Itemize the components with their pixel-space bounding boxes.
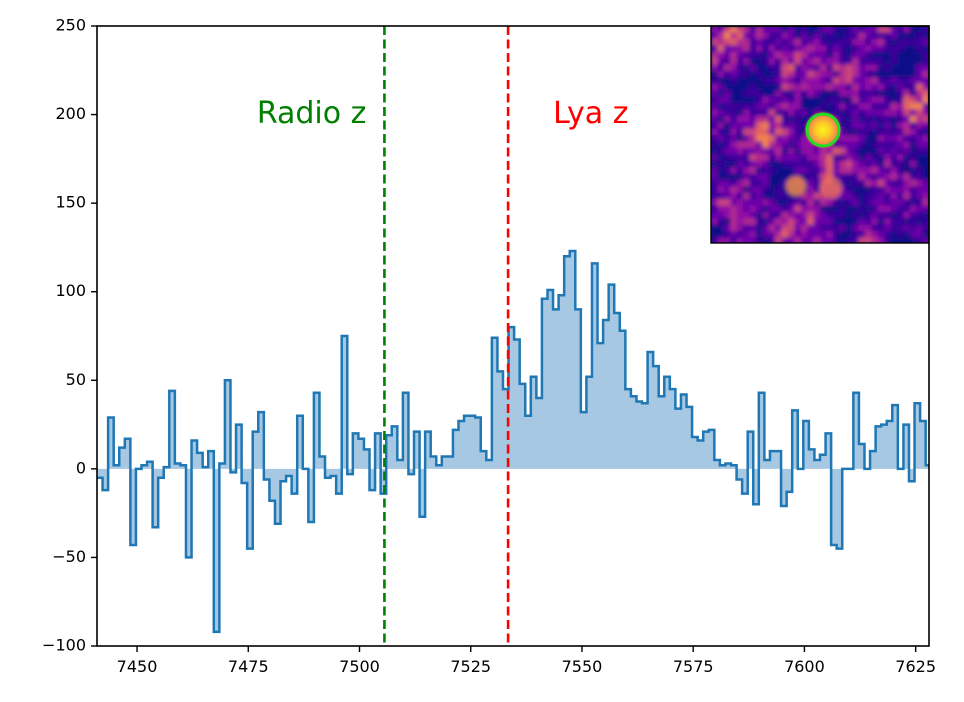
y-tick-label: −100 [42,636,86,655]
x-tick-label: 7575 [673,657,714,676]
x-tick-label: 7500 [339,657,380,676]
y-tick-label: 0 [76,458,86,477]
redshift-markers [383,26,510,646]
y-tick-label: 100 [55,281,86,300]
annotation-lya-z: Lya z [553,96,628,131]
x-tick-label: 7450 [117,657,158,676]
annotations: Radio z Lya z [257,96,629,131]
x-tick-label: 7600 [784,657,825,676]
plot-area [97,26,929,646]
x-tick-label: 7550 [562,657,603,676]
spectrum-fill [97,250,929,632]
y-tick-label: 250 [55,16,86,35]
plot-frame [96,25,930,647]
inset-heatmap [711,26,929,243]
y-tick-label: 200 [55,104,86,123]
y-tick-label: 150 [55,193,86,212]
x-axis: 7450 7475 7500 7525 7550 7575 7600 7625 [117,646,936,676]
y-axis: −100 −50 0 50 100 150 200 250 [42,16,97,655]
x-tick-label: 7475 [228,657,269,676]
bright-source [803,110,843,150]
annotation-radio-z: Radio z [257,96,367,131]
spectrum-step-line [97,249,929,634]
inset-image [710,25,930,244]
source-marker-circle [805,112,841,148]
x-tick-label: 7525 [450,657,491,676]
y-tick-label: 50 [66,370,86,389]
y-tick-label: −50 [52,547,86,566]
x-tick-label: 7625 [895,657,936,676]
